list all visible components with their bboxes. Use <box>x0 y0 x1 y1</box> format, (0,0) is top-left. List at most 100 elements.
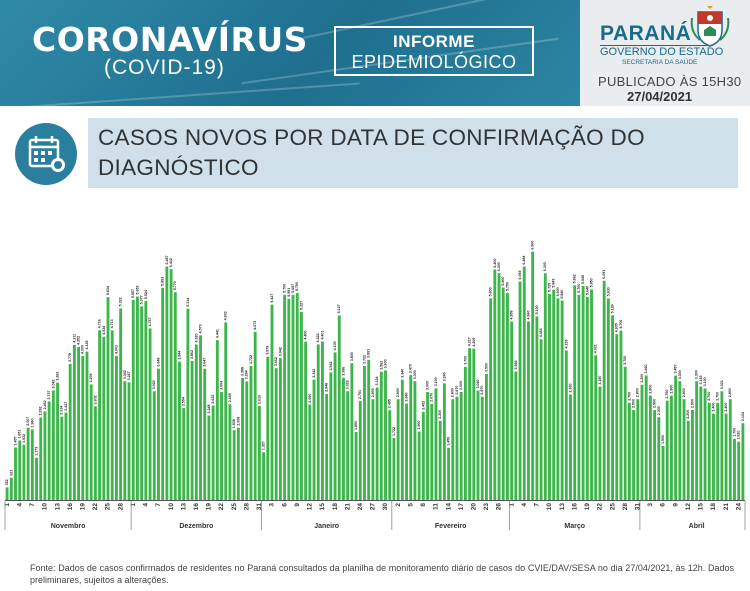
value-label: 2.900 <box>648 385 652 394</box>
bar-day-7 <box>30 429 34 500</box>
bar-day-134 <box>564 350 568 500</box>
bar-day-131 <box>552 289 556 500</box>
bar-day-34 <box>144 301 148 500</box>
bar-day-148 <box>623 366 627 500</box>
value-label: 5.127 <box>337 304 341 313</box>
bar-day-117 <box>493 269 497 500</box>
value-label: 2.700 <box>627 392 631 401</box>
value-label: 5.770 <box>173 281 177 290</box>
value-label: 3.342 <box>312 369 316 378</box>
bar-day-65 <box>274 368 278 500</box>
bar-day-56 <box>236 427 240 500</box>
value-label: 2.700 <box>716 392 720 401</box>
x-tick-label: 3 <box>269 503 276 507</box>
value-label: 2.622 <box>211 395 215 404</box>
value-label: 3.562 <box>379 361 383 370</box>
value-label: 2.610 <box>257 395 261 404</box>
value-label: 3.022 <box>346 380 350 389</box>
state-name: PARANÁ <box>600 22 692 45</box>
x-tick-label: 4 <box>143 503 150 507</box>
bar-day-104 <box>438 420 442 500</box>
bar-day-159 <box>669 395 673 500</box>
bar-day-84 <box>354 431 358 500</box>
bar-day-98 <box>413 381 417 500</box>
value-label: 5.945 <box>581 275 585 284</box>
divider <box>600 45 710 46</box>
x-tick-label: 1 <box>4 503 11 507</box>
value-label: 2.134 <box>741 412 745 421</box>
value-label: 3.040 <box>476 380 480 389</box>
bar-day-50 <box>211 405 215 500</box>
section-title: CASOS NOVOS POR DATA DE CONFIRMAÇÃO DO D… <box>88 118 738 188</box>
value-label: 1.327 <box>262 441 266 450</box>
x-tick-label: 19 <box>584 503 591 511</box>
x-tick-label: 7 <box>29 503 36 507</box>
value-label: 3.300 <box>678 370 682 379</box>
bar-day-105 <box>442 383 446 500</box>
value-label: 5.591 <box>287 288 291 297</box>
bar-day-77 <box>325 393 329 500</box>
value-label: 2.800 <box>636 388 640 397</box>
bar-day-85 <box>358 400 362 500</box>
bar-day-115 <box>484 374 488 500</box>
x-tick-label: 24 <box>357 503 364 511</box>
banner-decor <box>0 82 360 106</box>
value-label: 2.659 <box>228 393 232 402</box>
month-label: Março <box>564 523 585 530</box>
x-tick-label: 31 <box>634 503 641 511</box>
x-tick-label: 11 <box>433 503 440 510</box>
value-label: 2.680 <box>404 393 408 402</box>
bar-day-5 <box>22 444 26 500</box>
month-label: Janeiro <box>314 523 339 530</box>
value-label: 3.302 <box>123 370 127 379</box>
value-label: 4.767 <box>148 317 152 326</box>
value-label: 2.930 <box>568 384 572 393</box>
bar-day-126 <box>531 251 535 500</box>
bar-day-95 <box>400 379 404 500</box>
value-label: 1.457 <box>13 437 17 446</box>
bar-day-49 <box>207 415 211 500</box>
x-tick-label: 16 <box>193 503 200 511</box>
bar-day-61 <box>257 406 261 500</box>
bar-day-66 <box>278 358 282 500</box>
x-tick-label: 14 <box>445 503 452 511</box>
value-label: 6.300 <box>497 262 501 271</box>
value-label: 5.427 <box>270 294 274 303</box>
value-label: 3.267 <box>127 371 131 380</box>
government-label: GOVERNO DO ESTADO <box>600 46 724 58</box>
government-panel: PARANÁ GOVERNO DO ESTADO SECRETARIA DA S… <box>580 0 750 106</box>
bar-day-51 <box>215 340 219 500</box>
value-label: 1.938 <box>232 419 236 428</box>
bar-day-109 <box>459 392 463 500</box>
value-label: 2.948 <box>325 383 329 392</box>
value-label: 5.540 <box>560 290 564 299</box>
bar-day-9 <box>39 417 43 500</box>
bar-day-47 <box>199 335 202 500</box>
bar-day-10 <box>43 411 47 500</box>
value-label: 1.722 <box>392 427 396 436</box>
value-label: 5.600 <box>489 287 493 296</box>
value-label: 3.862 <box>190 350 194 359</box>
bar-day-165 <box>695 381 699 500</box>
value-label: 2.400 <box>724 403 728 412</box>
bar-day-136 <box>573 285 577 500</box>
bar-day-141 <box>594 355 598 500</box>
value-label: 4.960 <box>526 310 530 319</box>
bar-day-27 <box>114 355 118 500</box>
value-label: 3.662 <box>274 357 278 366</box>
x-tick-label: 28 <box>117 503 124 511</box>
bar-day-75 <box>316 344 320 500</box>
bar-day-42 <box>178 361 181 500</box>
bar-day-73 <box>308 404 312 500</box>
x-tick-label: 1 <box>508 503 515 507</box>
bar-day-94 <box>396 399 400 500</box>
bar-day-45 <box>190 360 194 500</box>
value-label: 1.700 <box>732 428 736 437</box>
x-tick-label: 23 <box>483 503 490 511</box>
value-label: 2.292 <box>39 406 43 415</box>
value-label: 3.340 <box>400 369 404 378</box>
value-label: 2.670 <box>430 393 434 402</box>
value-label: 4.217 <box>468 337 472 346</box>
bar-day-166 <box>699 386 703 500</box>
value-label: 4.713 <box>110 319 114 328</box>
